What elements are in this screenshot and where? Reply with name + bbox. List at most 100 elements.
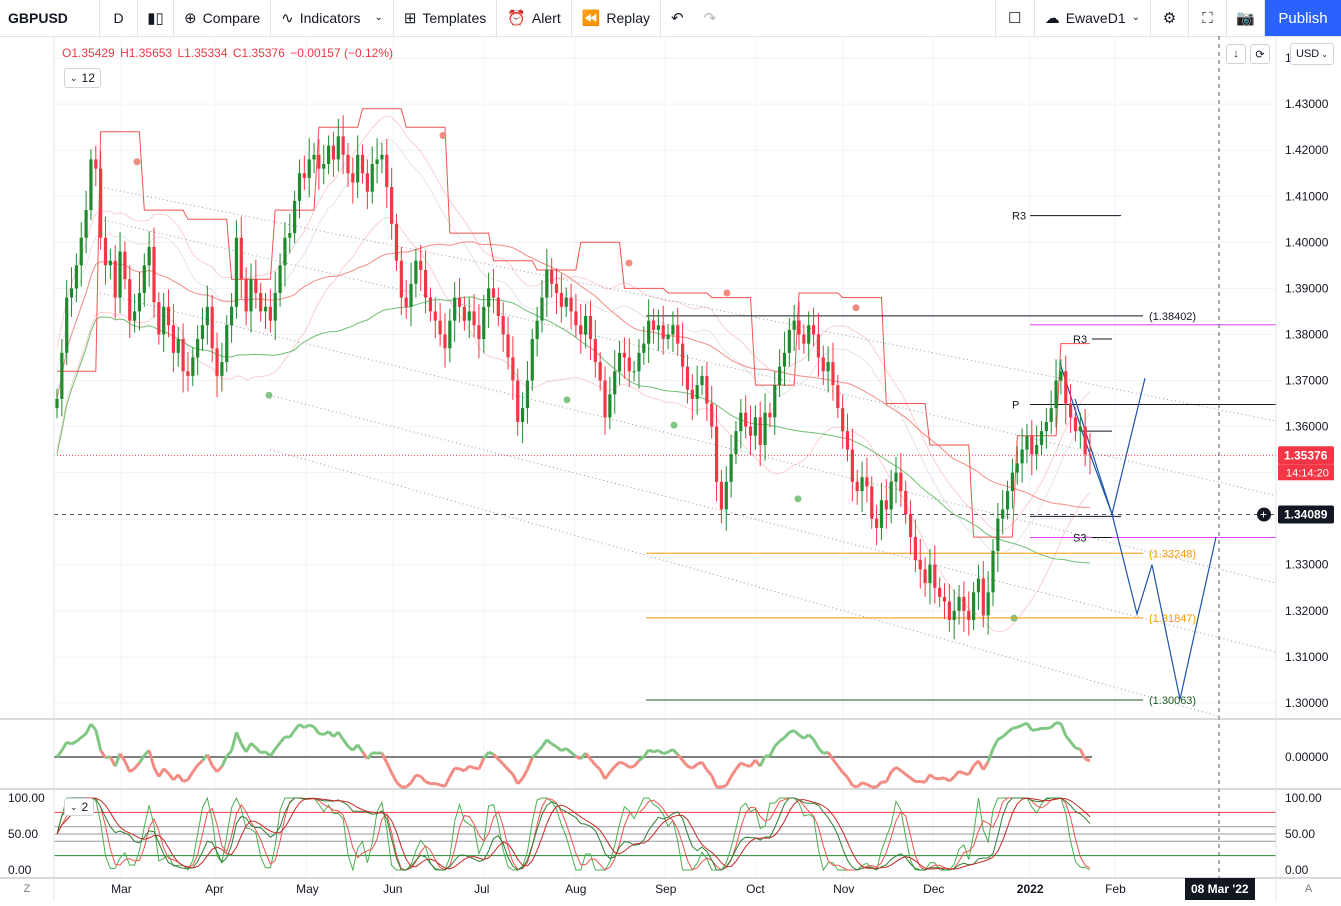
osc-segment <box>99 749 107 759</box>
candle-body <box>758 417 762 445</box>
candle-body <box>651 320 656 330</box>
channel-line <box>99 218 1277 497</box>
templates-button[interactable]: ⊞ Templates <box>394 0 498 36</box>
osc-segment <box>405 781 413 789</box>
scroll-down-button[interactable]: ↓ <box>1226 44 1246 64</box>
stochastic-pane <box>54 796 1276 872</box>
candle-body <box>530 339 534 381</box>
indicators-button[interactable]: ∿ Indicators ⌄ <box>271 0 394 36</box>
osc-segment <box>113 753 122 767</box>
lower-band <box>56 216 1091 633</box>
fullscreen-button[interactable]: ⛶ <box>1189 0 1227 36</box>
osc-segment <box>84 723 93 735</box>
chart-type-button[interactable]: ▮▯ <box>138 0 174 36</box>
candle-body <box>933 564 937 588</box>
osc-segment <box>308 723 315 729</box>
osc-segment <box>80 732 88 739</box>
osc-segment <box>851 784 858 789</box>
compare-button[interactable]: ⊕ Compare <box>174 0 272 36</box>
candle-body <box>1035 444 1039 455</box>
undo-button[interactable]: ↶ <box>661 0 694 36</box>
candle-body <box>1059 371 1063 381</box>
layout-menu-button[interactable]: ☁ EwaveD1 ⌄ <box>1035 0 1151 36</box>
osc-segment <box>667 748 674 754</box>
candle-body <box>462 306 466 321</box>
symbol-search[interactable]: GBPUSD <box>0 0 100 36</box>
candle-body <box>360 154 365 174</box>
osc-segment <box>642 748 650 758</box>
auto-scale-button[interactable]: A <box>1276 878 1341 900</box>
osc-segment <box>575 755 582 761</box>
publish-label: Publish <box>1278 9 1328 27</box>
publish-button[interactable]: Publish <box>1265 0 1341 36</box>
candle-body <box>506 334 510 358</box>
candle-body <box>899 472 903 492</box>
candle-body <box>744 412 748 427</box>
candle-body <box>171 325 175 353</box>
candle-body <box>782 352 787 367</box>
candle-body <box>210 306 214 349</box>
candle-body <box>865 477 869 487</box>
stoch-tick-right: 100.00 <box>1285 791 1322 805</box>
candle-body <box>841 408 845 432</box>
candle-body <box>191 357 195 376</box>
stop-marker-red <box>439 131 447 139</box>
candles-icon: ▮▯ <box>147 9 164 27</box>
osc-segment <box>482 751 490 760</box>
legend-close: C1.35376 <box>232 46 285 60</box>
osc-segment <box>676 753 684 762</box>
reset-chart-button[interactable]: ⟳ <box>1250 44 1270 64</box>
candle-body <box>142 265 146 293</box>
osc-segment <box>278 735 287 744</box>
candle-body <box>569 297 573 312</box>
fullscreen-layout-button[interactable]: ☐ <box>994 0 1035 36</box>
x-tick-label: Aug <box>565 882 586 896</box>
osc-segment <box>419 775 427 783</box>
symbol-label: GBPUSD <box>8 10 68 26</box>
osc-segment <box>861 781 868 786</box>
oscillator-count: 2 <box>81 800 89 814</box>
screenshot-button[interactable]: 📷 <box>1227 0 1265 36</box>
osc-segment <box>920 779 926 784</box>
indicator-collapse-button[interactable]: ⌄ 12 <box>64 68 101 88</box>
candle-body <box>627 357 631 372</box>
stoch-tick-left: 100.00 <box>8 791 45 805</box>
alert-button[interactable]: ⏰ Alert <box>497 0 572 36</box>
candle-body <box>278 265 282 293</box>
candle-body <box>423 269 428 298</box>
candle-body <box>690 389 694 399</box>
osc-segment <box>598 768 607 780</box>
settings-button[interactable]: ⚙ <box>1151 0 1189 36</box>
y-tick-label: 1.33000 <box>1285 558 1329 572</box>
candle-body <box>656 325 660 330</box>
osc-segment <box>303 723 310 729</box>
replay-button[interactable]: ⏪ Replay <box>572 0 661 36</box>
interval-button[interactable]: D <box>100 0 138 36</box>
candle-body <box>433 311 437 321</box>
candle-body <box>1030 435 1034 455</box>
currency-selector[interactable]: USD ⌄ <box>1290 43 1334 65</box>
ohlc-legend: O1.35429 H1.35653 L1.35334 C1.35376 −0.0… <box>62 46 395 60</box>
osc-segment <box>288 729 296 739</box>
crosshair-plus-glyph: + <box>1260 508 1267 522</box>
zoom-button[interactable]: Z <box>0 878 54 900</box>
candle-body <box>516 380 520 422</box>
candle-body <box>535 320 539 340</box>
osc-segment <box>75 736 83 743</box>
candle-body <box>186 371 190 376</box>
candle-body <box>923 569 927 584</box>
y-tick-label: 1.38000 <box>1285 327 1329 341</box>
currency-label: USD <box>1296 48 1320 60</box>
chart-canvas[interactable]: (1.38402) (1.33248) (1.31847) (1.30063) R3 R3… <box>0 36 1341 906</box>
candles <box>55 115 1092 640</box>
osc-segment <box>225 749 233 758</box>
candle-body <box>826 362 830 372</box>
candle-body <box>1005 491 1010 510</box>
osc-segment <box>671 748 679 756</box>
osc-segment <box>783 731 791 739</box>
candle-body <box>836 385 840 409</box>
osc-segment <box>629 765 635 769</box>
candle-body <box>981 578 985 616</box>
oscillator-collapse-button[interactable]: ⌄ 2 <box>64 798 95 816</box>
redo-button[interactable]: ↷ <box>694 0 727 36</box>
